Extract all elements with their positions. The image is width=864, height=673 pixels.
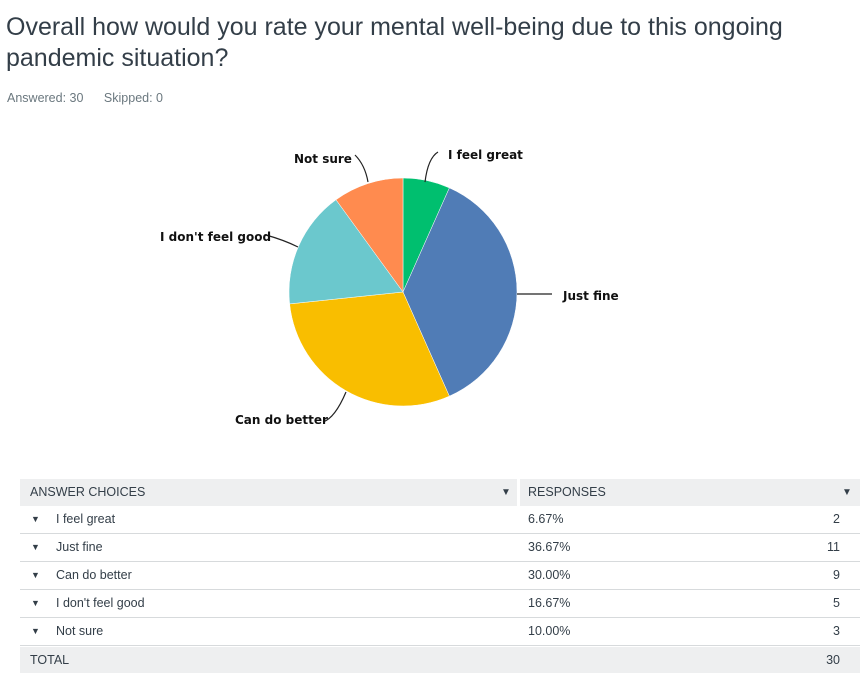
response-count: 3 <box>833 624 840 638</box>
pie-slice[interactable] <box>402 187 518 397</box>
slice-label: Can do better <box>235 413 328 427</box>
answer-choice: Can do better <box>56 568 132 582</box>
total-value: 30 <box>826 653 840 667</box>
leader-line <box>322 391 347 423</box>
table-row: ▼ Not sure 10.00% 3 <box>20 618 860 646</box>
expand-caret-icon[interactable]: ▼ <box>31 542 40 552</box>
response-stats: Answered: 30 Skipped: 0 <box>7 91 163 105</box>
sort-responses-caret-icon[interactable]: ▼ <box>842 487 852 498</box>
response-count: 9 <box>833 568 840 582</box>
pie-slice[interactable] <box>288 199 404 305</box>
table-row: ▼ Can do better 30.00% 9 <box>20 562 860 590</box>
pie-slice[interactable] <box>289 291 450 407</box>
table-header: ANSWER CHOICES ▼ RESPONSES ▼ <box>20 479 860 506</box>
header-answer-choices: ANSWER CHOICES <box>30 485 146 499</box>
expand-caret-icon[interactable]: ▼ <box>31 514 40 524</box>
question-title: Overall how would you rate your mental w… <box>6 13 783 72</box>
response-count: 2 <box>833 512 840 526</box>
response-percent: 6.67% <box>528 512 564 526</box>
table-row: ▼ Just fine 36.67% 11 <box>20 534 860 562</box>
table-row: ▼ I don't feel good 16.67% 5 <box>20 590 860 618</box>
sort-choices-caret-icon[interactable]: ▼ <box>501 487 511 498</box>
response-count: 11 <box>827 540 840 554</box>
total-label: TOTAL <box>30 653 70 667</box>
pie-slice[interactable] <box>335 177 404 293</box>
table-row: ▼ I feel great 6.67% 2 <box>20 506 860 534</box>
header-responses: RESPONSES <box>528 485 606 499</box>
slice-label: Not sure <box>294 152 352 166</box>
response-percent: 10.00% <box>528 624 571 638</box>
expand-caret-icon[interactable]: ▼ <box>31 570 40 580</box>
response-percent: 30.00% <box>528 568 571 582</box>
leader-line <box>424 151 439 183</box>
answer-choice: I feel great <box>56 512 116 526</box>
leader-line <box>265 234 299 248</box>
skipped-count: Skipped: 0 <box>103 91 163 105</box>
table-body: ▼ I feel great 6.67% 2 ▼ Just fine 36.67% 11 ▼ Ca… <box>20 506 860 646</box>
response-count: 5 <box>833 596 840 610</box>
answer-choice: Just fine <box>56 540 103 554</box>
header-divider <box>517 479 520 506</box>
expand-caret-icon[interactable]: ▼ <box>31 598 40 608</box>
response-percent: 16.67% <box>528 596 571 610</box>
slice-label: I don't feel good <box>160 230 271 244</box>
slice-label: Just fine <box>562 289 619 303</box>
slice-label: I feel great <box>448 148 523 162</box>
leader-line <box>354 154 369 183</box>
answered-count: Answered: 30 <box>7 91 84 105</box>
response-percent: 36.67% <box>528 540 571 554</box>
pie-chart: I feel great Just fine Can do better I don'… <box>160 148 619 427</box>
results-table: ANSWER CHOICES ▼ RESPONSES ▼ ▼ I feel gre… <box>20 479 860 673</box>
expand-caret-icon[interactable]: ▼ <box>31 626 40 636</box>
table-total-row: TOTAL 30 <box>20 647 860 673</box>
answer-choice: Not sure <box>56 624 104 638</box>
answer-choice: I don't feel good <box>56 596 145 610</box>
